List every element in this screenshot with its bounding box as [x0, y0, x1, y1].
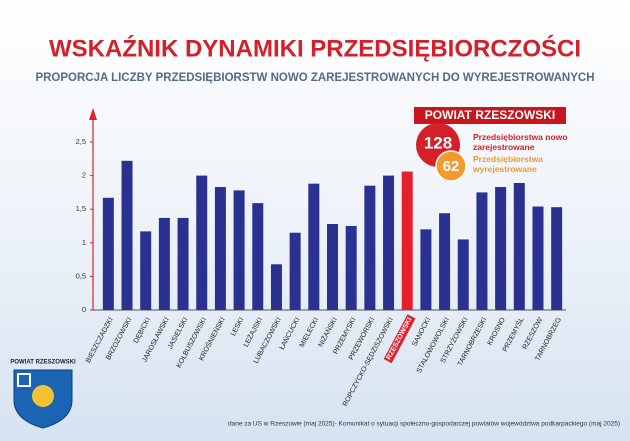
- bar: [476, 192, 488, 310]
- chart-title: WSKAŹNIK DYNAMIKI PRZEDSIĘBIORCZOŚCI: [49, 34, 581, 62]
- bar: [102, 197, 114, 310]
- bar: [383, 175, 395, 310]
- bar: [196, 175, 208, 310]
- registered-label: Przedsiębiorstwa nowo zarejestrowane: [473, 132, 568, 152]
- deregistered-circle: [435, 150, 467, 182]
- logo-emblem: [17, 373, 31, 387]
- bar: [364, 185, 376, 310]
- bar: [457, 239, 469, 310]
- bar: [158, 217, 170, 310]
- bar: [439, 213, 451, 310]
- registered-label-box: Przedsiębiorstwa nowo zarejestrowane: [473, 132, 568, 152]
- deregistered-label-box: Przedsiębiorstwa wyrejestrowane: [473, 154, 543, 174]
- y-tick-label: 0,5: [76, 271, 86, 280]
- bar: [214, 187, 226, 310]
- bar: [551, 207, 563, 310]
- bar: [140, 231, 152, 310]
- bar: [532, 206, 544, 310]
- annotation-badge: [414, 107, 566, 124]
- y-tick-label: 2,5: [76, 137, 86, 146]
- bar: [401, 171, 413, 310]
- bar: [252, 203, 264, 310]
- logo-text: POWIAT RZESZOWSKI: [10, 360, 76, 366]
- y-tick-label: 2: [82, 171, 86, 180]
- bar: [327, 223, 338, 310]
- bar: [289, 232, 301, 310]
- registered-value: 128: [424, 133, 452, 152]
- bar: [513, 182, 525, 310]
- bar: [308, 183, 320, 310]
- bar: [177, 217, 189, 310]
- bar: [270, 264, 282, 310]
- source-note: dane za US w Rzeszowie (maj 2025)- Komun…: [228, 421, 620, 428]
- deregistered-value: 62: [443, 158, 460, 175]
- y-tick-label: 0: [82, 305, 86, 314]
- deregistered-label: Przedsiębiorstwa wyrejestrowane: [473, 154, 543, 174]
- x-tick-highlight: [383, 314, 416, 364]
- bar: [121, 160, 133, 310]
- y-tick-label: 1: [82, 238, 86, 247]
- annotation-title: POWIAT RZESZOWSKI: [425, 108, 555, 122]
- bar: [345, 226, 357, 310]
- chart-subtitle: PROPORCJA LICZBY PRZEDSIĘBIORSTW NOWO ZA…: [35, 72, 594, 84]
- y-tick-label: 1,5: [76, 204, 86, 213]
- y-axis-arrow: [89, 108, 97, 120]
- bar: [420, 229, 432, 310]
- logo-lion: [32, 385, 54, 407]
- bar: [495, 187, 507, 310]
- bar: [233, 190, 245, 310]
